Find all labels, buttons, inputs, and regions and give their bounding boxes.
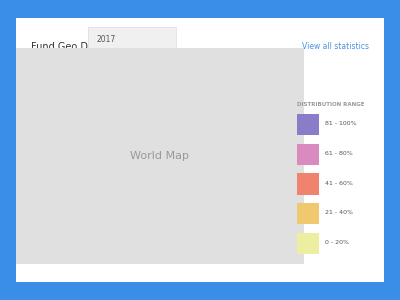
FancyBboxPatch shape	[12, 15, 388, 285]
Bar	[297, 144, 319, 165]
FancyBboxPatch shape	[88, 52, 176, 78]
Text: Custom: Custom	[97, 112, 126, 121]
Text: World Map: World Map	[130, 151, 190, 161]
Text: 0 - 20%: 0 - 20%	[325, 240, 349, 245]
Text: +: +	[27, 87, 35, 97]
FancyBboxPatch shape	[88, 27, 176, 52]
Bar	[297, 203, 319, 224]
FancyBboxPatch shape	[88, 78, 176, 103]
Text: 61 - 80%: 61 - 80%	[325, 151, 353, 156]
Text: 21 - 40%: 21 - 40%	[325, 210, 353, 215]
Text: View all statistics: View all statistics	[302, 42, 369, 51]
Text: DISTRIBUTION RANGE: DISTRIBUTION RANGE	[297, 102, 364, 107]
Text: 2017: 2017	[97, 35, 116, 44]
FancyBboxPatch shape	[88, 103, 176, 129]
Text: -: -	[29, 108, 32, 118]
Bar	[297, 173, 319, 195]
Text: 2015: 2015	[97, 86, 116, 95]
Text: 41 - 60%: 41 - 60%	[325, 181, 353, 186]
Text: Fund Geo Distribution: Fund Geo Distribution	[31, 42, 138, 52]
Bar	[297, 233, 319, 254]
Text: 2016: 2016	[97, 61, 116, 70]
Text: 81 - 100%: 81 - 100%	[325, 121, 357, 126]
Bar	[297, 114, 319, 135]
